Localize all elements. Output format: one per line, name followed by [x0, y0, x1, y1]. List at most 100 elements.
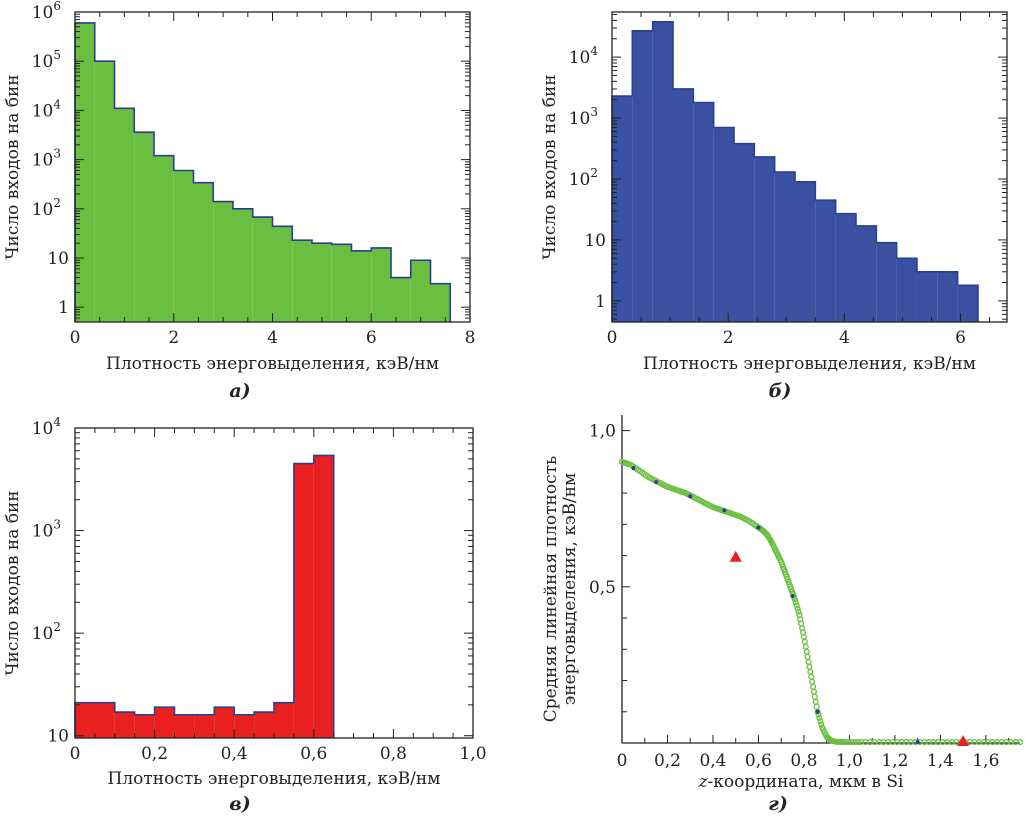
y-tick-label: 103: [32, 147, 61, 171]
histogram-outline: [74, 22, 452, 322]
y-tick-base: 10: [32, 522, 54, 542]
histogram-bar: [154, 707, 175, 738]
data-point: [809, 683, 817, 690]
series-triangles: [729, 550, 970, 746]
histogram-bar: [794, 181, 816, 322]
histogram-bar: [75, 22, 95, 323]
data-point: [812, 698, 819, 705]
histogram-bar: [391, 277, 411, 322]
data-point: [811, 693, 818, 700]
data-point: [1016, 739, 1024, 746]
x-tick-label: 0: [617, 751, 628, 771]
x-axis-label: Плотность энерговыделения, кэВ/нм: [643, 354, 976, 374]
histogram-bar: [193, 182, 214, 322]
histogram-bar: [937, 271, 958, 322]
data-point: [810, 688, 817, 695]
histogram-bar: [114, 712, 135, 738]
y-tick-label: 1,0: [589, 422, 616, 442]
x-tick-label: 6: [955, 328, 966, 348]
histogram-bar: [855, 225, 877, 322]
data-point: [915, 740, 920, 745]
data-point: [790, 594, 795, 599]
y-tick-exponent: 3: [53, 147, 61, 161]
data-point: [793, 602, 800, 609]
histogram-bar: [351, 250, 372, 322]
x-tick-label: 0,6: [745, 751, 772, 771]
series-curve: [618, 458, 1024, 746]
histogram-bars: [611, 20, 979, 323]
x-axis: 0 2 4 6: [607, 12, 991, 348]
x-tick-label: 2: [168, 328, 179, 348]
histogram-bar: [312, 243, 332, 322]
histogram-bar: [174, 714, 195, 738]
y-tick-base: 10: [569, 170, 591, 190]
data-point: [803, 648, 810, 655]
y-tick-base: 10: [584, 231, 606, 251]
y-tick-label: 106: [32, 0, 61, 23]
y-tick-base: 1: [58, 298, 69, 318]
y-tick-label: 103: [569, 105, 598, 129]
histogram-bars: [74, 22, 452, 323]
data-point: [817, 718, 824, 725]
x-tick-label: 4: [839, 328, 850, 348]
data-point: [792, 599, 799, 606]
data-point: [688, 494, 693, 499]
histogram-bar: [693, 102, 714, 323]
data-point: [845, 739, 852, 746]
x-tick-label: 0: [70, 328, 81, 348]
y-tick-label: 103: [32, 518, 61, 542]
plot-frame: [611, 11, 1008, 323]
y-tick-exponent: 2: [590, 166, 598, 180]
histogram-bar: [173, 170, 194, 322]
data-point: [808, 673, 815, 680]
data-point: [729, 550, 742, 562]
y-tick-label: 1: [595, 292, 606, 312]
y-tick-exponent: 6: [53, 0, 61, 13]
x-tick-label: 0: [70, 744, 81, 764]
data-point: [854, 739, 861, 746]
y-tick-base: 10: [569, 48, 591, 68]
x-tick-label: 8: [465, 328, 476, 348]
y-tick-label: 10: [584, 231, 606, 251]
histogram-bar: [234, 714, 255, 738]
histogram-bar: [957, 285, 978, 322]
y-axis-label: Число входов на бин: [540, 74, 560, 259]
data-point: [791, 596, 798, 603]
y-tick-exponent: 3: [53, 518, 61, 532]
y-tick-exponent: 4: [590, 44, 598, 58]
y-tick-label: 10: [47, 249, 69, 269]
histogram-bar: [876, 242, 897, 322]
y-axis-label-line1: Средняя линейная плотность: [541, 456, 561, 723]
y-tick-exponent: 5: [53, 48, 61, 62]
y-tick-label: 1: [58, 298, 69, 318]
data-point: [815, 709, 820, 714]
data-point: [809, 678, 816, 685]
data-point: [807, 668, 814, 675]
y-tick-label: 102: [569, 166, 598, 190]
x-tick-label: 0,2: [654, 751, 681, 771]
y-tick-base: 10: [32, 200, 54, 220]
panel-caption: в): [229, 793, 250, 815]
y-tick-label: 105: [32, 48, 61, 72]
data-point: [851, 739, 858, 746]
histogram-bar: [733, 143, 755, 322]
x-tick-label: 0,8: [380, 744, 407, 764]
y-tick-base: 10: [32, 419, 54, 439]
histogram-bar: [114, 108, 135, 322]
x-tick-label: 1,4: [927, 751, 954, 771]
x-tick-label: 1,0: [459, 744, 486, 764]
histogram-bar: [252, 217, 273, 322]
histogram-bar: [835, 213, 856, 322]
data-point: [654, 480, 659, 485]
histogram-bar: [292, 240, 312, 322]
data-point: [818, 721, 825, 728]
y-tick-base: 10: [32, 52, 54, 72]
y-tick-exponent: 4: [53, 97, 61, 111]
panel-caption: а): [229, 380, 250, 402]
y-tick-base: 10: [32, 624, 54, 644]
data-point: [756, 525, 761, 530]
panel-caption: г): [768, 793, 788, 815]
